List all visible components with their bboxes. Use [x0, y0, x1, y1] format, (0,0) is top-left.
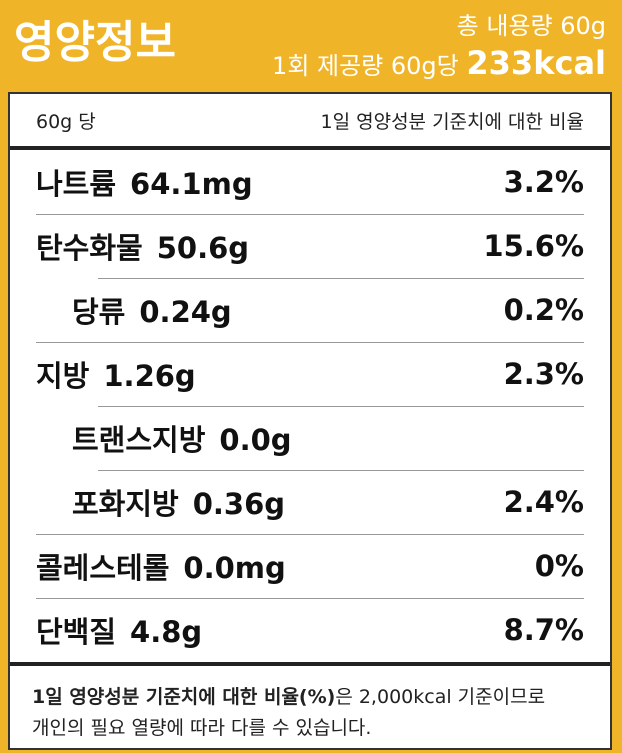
row: 콜레스테롤 0.0mg 0% [10, 534, 610, 598]
footer-text: 은 2,000kcal 기준이므로 [335, 686, 546, 708]
row-divider [98, 278, 584, 279]
nutrient-percent: 2.3% [503, 357, 584, 391]
nutrient-amount: 1.26g [103, 359, 196, 393]
nutrient-name: 탄수화물 [36, 231, 143, 265]
nutrient-name: 나트륨 [36, 167, 117, 201]
serving-line: 1회 제공량 60g당 233kcal [272, 44, 606, 82]
nutrient-percent: 2.4% [503, 485, 584, 519]
panel: 60g 당 1일 영양성분 기준치에 대한 비율 나트륨 64.1mg 3.2% 탄수… [8, 92, 612, 750]
nutrient: 탄수화물 50.6g [36, 225, 249, 267]
row-divider [36, 534, 584, 535]
footer: 1일 영양성분 기준치에 대한 비율(%)은 2,000kcal 기준이므로 개… [10, 662, 610, 753]
nutrient-amount: 4.8g [130, 615, 203, 649]
footer-bold: 1일 영양성분 기준치에 대한 비율(%) [32, 686, 336, 708]
nutrient-amount: 0.0mg [183, 551, 286, 585]
nutrient-amount: 0.24g [139, 295, 232, 329]
nutrient-percent: 3.2% [503, 165, 584, 199]
table-header: 60g 당 1일 영양성분 기준치에 대한 비율 [10, 94, 610, 150]
nutrient-amount: 64.1mg [130, 167, 253, 201]
calories: 233kcal [466, 44, 606, 82]
nutrient-amount: 0.0g [219, 423, 292, 457]
nutrient-name: 트랜스지방 [72, 423, 206, 457]
row: 트랜스지방 0.0g [10, 406, 610, 470]
nutrient: 트랜스지방 0.0g [72, 417, 292, 459]
nutrient: 단백질 4.8g [36, 609, 202, 651]
nutrient-percent: 0% [534, 549, 584, 583]
nutrient-name: 포화지방 [72, 487, 179, 521]
nutrient: 포화지방 0.36g [72, 481, 285, 523]
nutrient-percent: 15.6% [483, 229, 584, 263]
row-divider [98, 470, 584, 471]
footer-line: 1일 영양성분 기준치에 대한 비율(%)은 2,000kcal 기준이므로 [32, 682, 588, 713]
row-divider [36, 214, 584, 215]
nutrient: 나트륨 64.1mg [36, 161, 253, 203]
footer-line2: 개인의 필요 열량에 따라 다를 수 있습니다. [32, 717, 372, 739]
nutrient-name: 지방 [36, 359, 90, 393]
row-divider [98, 406, 584, 407]
nutrient-percent: 8.7% [503, 613, 584, 647]
nutrient: 콜레스테롤 0.0mg [36, 545, 286, 587]
nutrient-name: 당류 [72, 295, 126, 329]
nutrient-name: 단백질 [36, 615, 117, 649]
row: 단백질 4.8g 8.7% [10, 598, 610, 662]
nutrient: 지방 1.26g [36, 353, 196, 395]
total: 총 내용량 60g [456, 12, 606, 40]
row: 포화지방 0.36g 2.4% [10, 470, 610, 534]
nutrient-amount: 50.6g [156, 231, 250, 265]
nutrient-amount: 0.36g [192, 487, 286, 521]
row: 당류 0.24g 0.2% [10, 278, 610, 342]
nutrient-percent: 0.2% [503, 293, 584, 327]
basis: 60g 당 [36, 110, 96, 133]
nutrient: 당류 0.24g [72, 289, 232, 331]
title: 영양정보 [14, 17, 176, 68]
nutrient-name: 콜레스테롤 [36, 551, 170, 585]
serving: 1회 제공량 60g당 [272, 52, 459, 80]
row: 탄수화물 50.6g 15.6% [10, 214, 610, 278]
rows: 나트륨 64.1mg 3.2% 탄수화물 50.6g 15.6% 당류 0.24g 0.2% 지방… [10, 150, 610, 662]
row-divider [36, 342, 584, 343]
daily-header: 1일 영양성분 기준치에 대한 비율 [320, 110, 585, 133]
row-divider [36, 598, 584, 599]
row: 지방 1.26g 2.3% [10, 342, 610, 406]
row: 나트륨 64.1mg 3.2% [10, 150, 610, 214]
